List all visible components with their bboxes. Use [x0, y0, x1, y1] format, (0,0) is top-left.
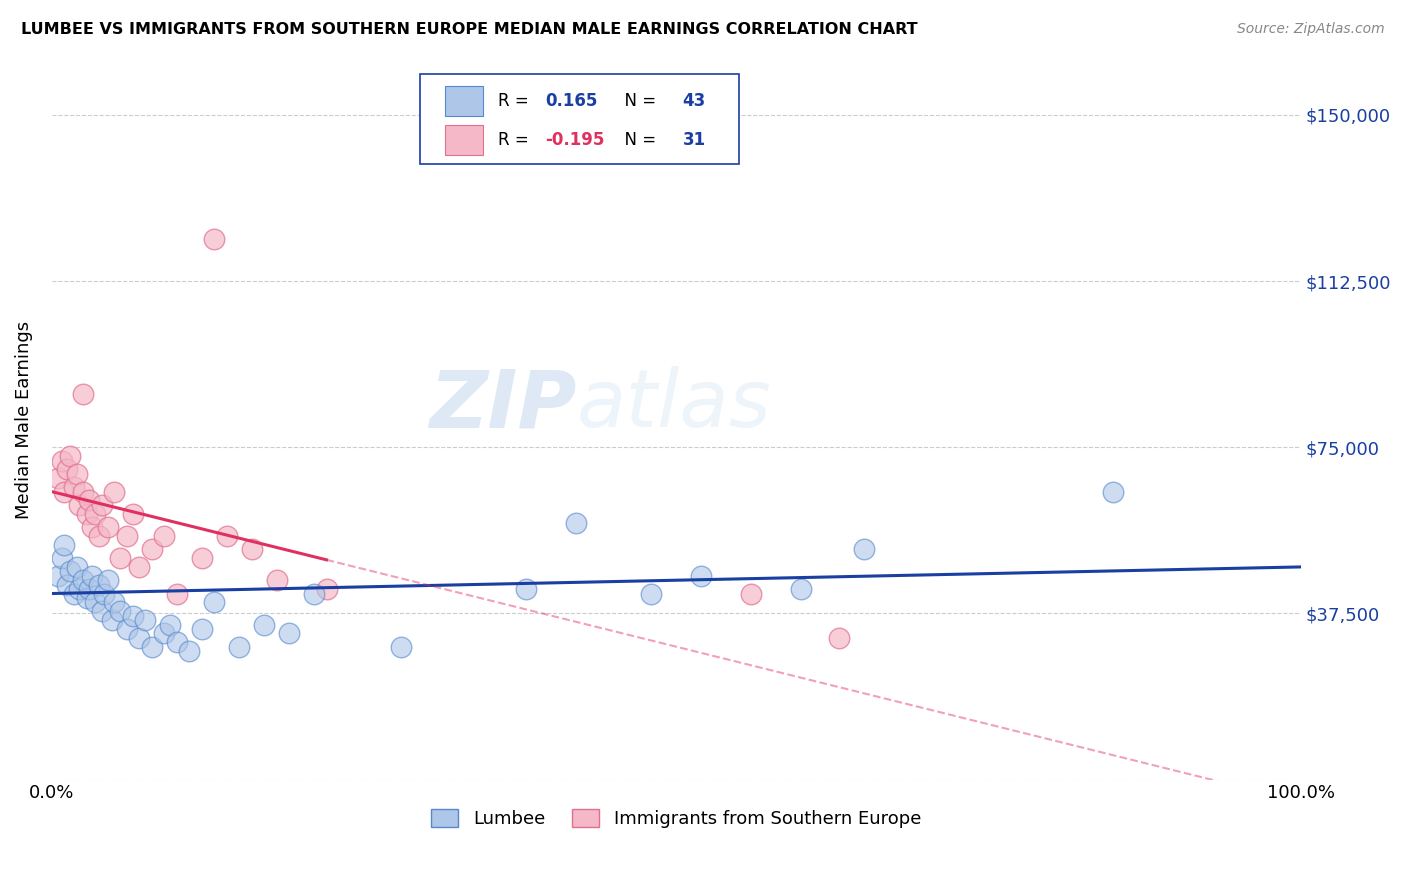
- Point: [215, 529, 238, 543]
- Text: 31: 31: [682, 131, 706, 149]
- Point: [565, 516, 588, 530]
- Point: [72, 573, 94, 587]
- Point: [80, 520, 103, 534]
- Point: [89, 577, 111, 591]
- Point: [77, 493, 100, 508]
- Point: [90, 498, 112, 512]
- Point: [72, 387, 94, 401]
- Point: [202, 232, 225, 246]
- Point: [55, 462, 77, 476]
- Y-axis label: Median Male Earnings: Median Male Earnings: [15, 320, 32, 518]
- Text: -0.195: -0.195: [546, 131, 605, 149]
- Point: [76, 591, 98, 605]
- Point: [63, 586, 86, 600]
- Point: [89, 529, 111, 543]
- Point: [103, 484, 125, 499]
- Point: [190, 551, 212, 566]
- Point: [228, 640, 250, 654]
- Point: [122, 507, 145, 521]
- Point: [515, 582, 537, 596]
- Point: [790, 582, 813, 596]
- Point: [166, 586, 188, 600]
- Point: [391, 640, 413, 654]
- Point: [134, 613, 156, 627]
- Point: [67, 582, 90, 596]
- Text: N =: N =: [614, 131, 661, 149]
- Point: [128, 631, 150, 645]
- Point: [852, 542, 875, 557]
- Point: [53, 484, 76, 499]
- Point: [63, 480, 86, 494]
- Point: [110, 551, 132, 566]
- Point: [59, 449, 82, 463]
- Point: [190, 622, 212, 636]
- Point: [159, 617, 181, 632]
- Point: [97, 520, 120, 534]
- Point: [66, 467, 89, 481]
- Point: [690, 569, 713, 583]
- Text: R =: R =: [498, 92, 534, 110]
- Point: [84, 507, 107, 521]
- Point: [76, 507, 98, 521]
- Text: atlas: atlas: [576, 367, 770, 444]
- Point: [59, 565, 82, 579]
- Point: [51, 551, 73, 566]
- FancyBboxPatch shape: [446, 125, 482, 155]
- Text: R =: R =: [498, 131, 534, 149]
- Point: [202, 595, 225, 609]
- Point: [115, 529, 138, 543]
- Point: [51, 453, 73, 467]
- Point: [128, 560, 150, 574]
- Text: 0.165: 0.165: [546, 92, 598, 110]
- Point: [46, 471, 69, 485]
- Point: [1102, 484, 1125, 499]
- Text: LUMBEE VS IMMIGRANTS FROM SOUTHERN EUROPE MEDIAN MALE EARNINGS CORRELATION CHART: LUMBEE VS IMMIGRANTS FROM SOUTHERN EUROP…: [21, 22, 918, 37]
- FancyBboxPatch shape: [420, 74, 738, 164]
- Point: [153, 529, 176, 543]
- Point: [141, 640, 163, 654]
- Point: [253, 617, 276, 632]
- Point: [103, 595, 125, 609]
- Point: [240, 542, 263, 557]
- Text: ZIP: ZIP: [429, 367, 576, 444]
- Point: [80, 569, 103, 583]
- Point: [72, 484, 94, 499]
- Point: [93, 586, 115, 600]
- Point: [115, 622, 138, 636]
- Text: Source: ZipAtlas.com: Source: ZipAtlas.com: [1237, 22, 1385, 37]
- Point: [302, 586, 325, 600]
- Point: [84, 595, 107, 609]
- Point: [315, 582, 337, 596]
- Point: [55, 577, 77, 591]
- Point: [97, 573, 120, 587]
- Point: [179, 644, 201, 658]
- Point: [66, 560, 89, 574]
- Point: [266, 573, 288, 587]
- Point: [67, 498, 90, 512]
- Point: [640, 586, 662, 600]
- Point: [827, 631, 849, 645]
- FancyBboxPatch shape: [446, 86, 482, 116]
- Point: [53, 538, 76, 552]
- Point: [46, 569, 69, 583]
- Point: [153, 626, 176, 640]
- Text: 43: 43: [682, 92, 706, 110]
- Text: N =: N =: [614, 92, 661, 110]
- Point: [740, 586, 762, 600]
- Legend: Lumbee, Immigrants from Southern Europe: Lumbee, Immigrants from Southern Europe: [425, 802, 928, 836]
- Point: [100, 613, 122, 627]
- Point: [141, 542, 163, 557]
- Point: [77, 582, 100, 596]
- Point: [166, 635, 188, 649]
- Point: [278, 626, 301, 640]
- Point: [122, 608, 145, 623]
- Point: [90, 604, 112, 618]
- Point: [110, 604, 132, 618]
